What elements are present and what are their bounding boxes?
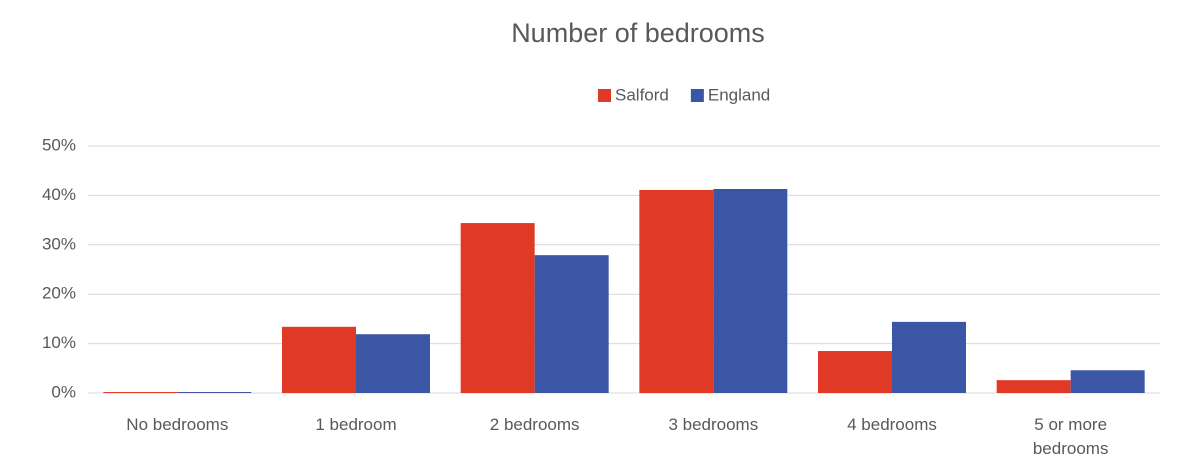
bar bbox=[356, 334, 430, 393]
legend-swatch bbox=[598, 89, 611, 102]
bar bbox=[639, 189, 714, 393]
y-tick-label: 40% bbox=[42, 185, 76, 204]
bar bbox=[282, 326, 356, 393]
bar bbox=[177, 392, 252, 393]
x-tick-label: 1 bedroom bbox=[315, 415, 397, 434]
y-tick-label: 50% bbox=[42, 135, 76, 154]
x-tick-label: 4 bedrooms bbox=[847, 415, 937, 434]
legend-label: Salford bbox=[615, 85, 669, 104]
bar bbox=[460, 223, 535, 393]
x-tick-label: 5 or more bedrooms bbox=[1032, 415, 1109, 458]
bar bbox=[1070, 370, 1145, 393]
x-tick-label: 3 bedrooms bbox=[668, 415, 759, 434]
bar bbox=[534, 255, 609, 393]
y-tick-label: 20% bbox=[42, 284, 76, 303]
y-tick-label: 10% bbox=[42, 333, 76, 352]
bar bbox=[818, 351, 892, 393]
bar bbox=[713, 188, 788, 393]
bar bbox=[996, 380, 1071, 393]
legend-swatch bbox=[690, 89, 704, 102]
y-tick-label: 30% bbox=[42, 234, 76, 253]
x-tick-label: No bedrooms bbox=[126, 415, 229, 434]
x-tick-label: 2 bedrooms bbox=[489, 415, 580, 434]
bar bbox=[892, 321, 966, 393]
legend-label: England bbox=[708, 85, 770, 104]
chart-title: Number of bedrooms bbox=[511, 18, 765, 48]
bar bbox=[103, 392, 178, 393]
y-tick-label: 0% bbox=[51, 382, 76, 401]
